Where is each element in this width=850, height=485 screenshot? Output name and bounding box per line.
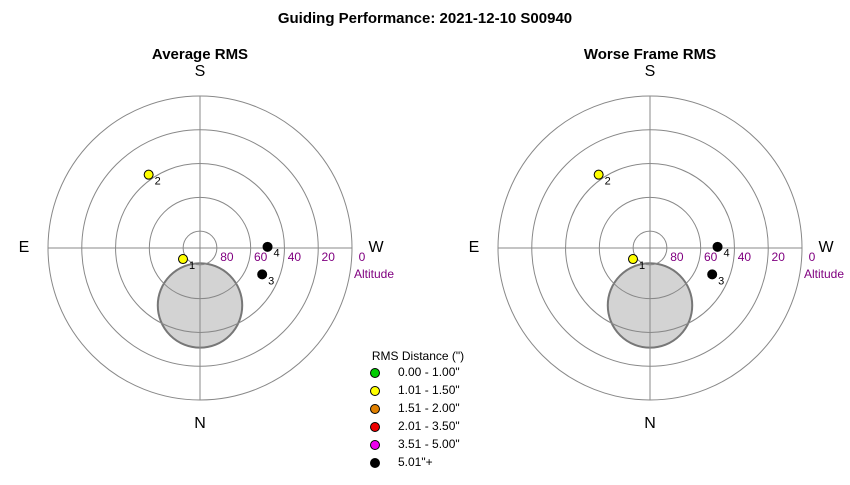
- point-label: 2: [605, 176, 611, 188]
- legend-label: 5.01"+: [398, 455, 433, 469]
- azimuth-label: W: [818, 239, 834, 256]
- guide-point: [593, 169, 604, 180]
- altitude-tick-label: 0: [359, 250, 366, 264]
- guide-point: [178, 254, 189, 265]
- altitude-tick-label: 80: [220, 250, 234, 264]
- point-label: 3: [718, 275, 724, 287]
- azimuth-label: S: [195, 63, 206, 80]
- altitude-tick-label: 20: [322, 250, 336, 264]
- altitude-tick-label: 60: [254, 250, 268, 264]
- legend-marker: [370, 440, 380, 450]
- azimuth-label: E: [469, 239, 480, 256]
- altitude-tick-label: 40: [738, 250, 752, 264]
- guide-point: [707, 269, 718, 280]
- altitude-axis-label: Altitude: [354, 267, 394, 281]
- azimuth-label: E: [19, 239, 30, 256]
- point-label: 1: [189, 260, 195, 272]
- legend-marker: [370, 404, 380, 414]
- guide-point: [712, 241, 723, 252]
- legend-label: 1.51 - 2.00": [398, 401, 460, 415]
- guide-point: [628, 254, 639, 265]
- point-label: 1: [639, 260, 645, 272]
- altitude-axis-label: Altitude: [804, 267, 844, 281]
- altitude-tick-label: 0: [809, 250, 816, 264]
- page-title: Guiding Performance: 2021-12-10 S00940: [278, 10, 572, 27]
- guide-point: [262, 241, 273, 252]
- azimuth-label: N: [194, 415, 206, 432]
- chart-title: Worse Frame RMS: [584, 46, 716, 63]
- legend-marker: [370, 368, 380, 378]
- chart-title: Average RMS: [152, 46, 248, 63]
- legend-label: 2.01 - 3.50": [398, 419, 460, 433]
- guide-point: [143, 169, 154, 180]
- point-label: 4: [273, 248, 279, 260]
- legend-label: 1.01 - 1.50": [398, 383, 460, 397]
- legend-marker: [370, 386, 380, 396]
- altitude-tick-label: 80: [670, 250, 684, 264]
- legend-label: 0.00 - 1.00": [398, 365, 460, 379]
- point-label: 2: [155, 176, 161, 188]
- point-label: 4: [723, 248, 729, 260]
- legend-label: 3.51 - 5.00": [398, 437, 460, 451]
- azimuth-label: W: [368, 239, 384, 256]
- guide-point: [257, 269, 268, 280]
- legend-marker: [370, 458, 380, 468]
- altitude-tick-label: 60: [704, 250, 718, 264]
- legend-marker: [370, 422, 380, 432]
- altitude-tick-label: 20: [772, 250, 786, 264]
- azimuth-label: S: [645, 63, 656, 80]
- point-label: 3: [268, 275, 274, 287]
- altitude-tick-label: 40: [288, 250, 302, 264]
- azimuth-label: N: [644, 415, 656, 432]
- legend-title: RMS Distance ("): [372, 349, 464, 363]
